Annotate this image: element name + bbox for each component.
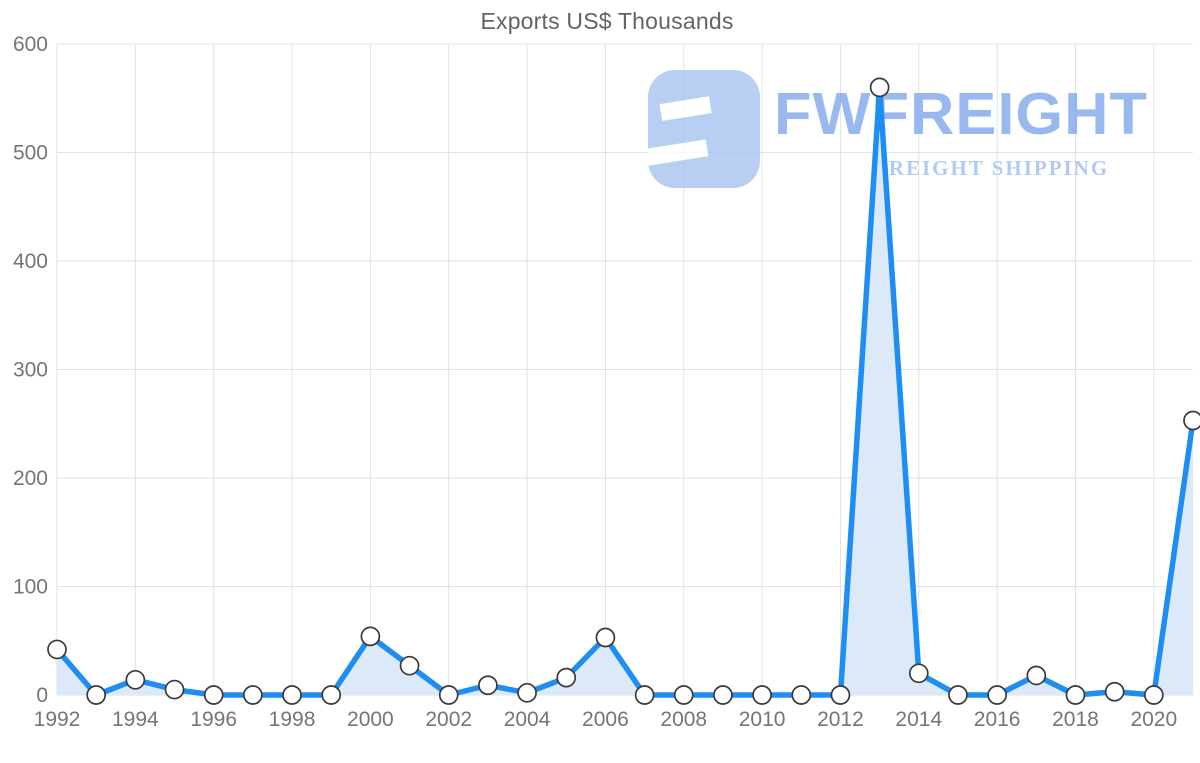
data-point-2007[interactable] [634,685,655,705]
x-axis-tick-label: 1992 [34,708,81,731]
data-point-2021[interactable] [1183,410,1200,431]
x-axis-tick-label: 1996 [190,708,237,731]
y-axis-tick-label: 500 [13,142,48,165]
data-point-2014[interactable] [908,663,929,684]
x-axis-tick-label: 1994 [112,708,159,731]
data-point-2020[interactable] [1143,685,1164,705]
x-axis-tick-label: 2002 [425,708,472,731]
data-point-2002[interactable] [438,685,459,705]
x-axis-tick-label: 2016 [974,708,1021,731]
data-point-2013[interactable] [869,77,890,98]
y-axis-tick-label: 400 [13,250,48,273]
x-axis-tick-label: 2000 [347,708,394,731]
data-point-2005[interactable] [556,667,577,688]
data-point-2008[interactable] [673,685,694,705]
y-axis-tick-label: 300 [13,359,48,382]
data-point-2015[interactable] [948,685,968,705]
y-axis-tick-label: 100 [13,576,48,599]
fwfreight-watermark: FWFREIGHT FREIGHT SHIPPING [648,66,1148,191]
data-point-1996[interactable] [203,685,224,705]
data-point-2004[interactable] [517,682,537,703]
logo-brand-text: FWFREIGHT [774,81,1149,147]
x-axis-tick-label: 2008 [660,708,707,731]
data-point-1995[interactable] [164,679,185,700]
data-point-2006[interactable] [595,627,616,648]
data-point-2016[interactable] [987,685,1007,705]
data-point-2001[interactable] [399,655,420,676]
x-axis-tick-label: 2006 [582,708,629,731]
x-axis-tick-label: 2018 [1052,708,1099,731]
data-point-1999[interactable] [321,685,342,705]
data-point-2019[interactable] [1104,681,1125,702]
chart-title: Exports US$ Thousands [480,8,734,34]
data-point-2009[interactable] [713,685,733,705]
data-point-2011[interactable] [791,685,812,705]
fwfreight-logo-icon [648,70,760,188]
y-axis-tick-label: 0 [36,684,48,707]
y-axis-tick-label: 600 [13,33,48,56]
x-axis-tick-label: 2004 [504,708,551,731]
x-axis-tick-label: 2012 [817,708,864,731]
y-axis-tick-label: 200 [13,467,48,490]
data-point-1993[interactable] [86,685,107,705]
x-axis-tick-label: 2014 [895,708,942,731]
data-point-2018[interactable] [1065,685,1086,705]
logo-tagline-text: FREIGHT SHIPPING [874,156,1110,180]
data-point-2012[interactable] [830,685,851,705]
data-point-1997[interactable] [243,685,263,705]
data-point-1994[interactable] [125,669,146,690]
data-point-2000[interactable] [360,626,381,647]
data-point-2017[interactable] [1026,665,1047,686]
data-point-2003[interactable] [478,675,498,696]
data-point-2010[interactable] [752,685,772,705]
x-axis-tick-label: 1998 [269,708,316,731]
data-point-1998[interactable] [282,685,302,705]
x-axis-tick-label: 2020 [1130,708,1177,731]
data-point-1992[interactable] [47,639,67,660]
x-axis-tick-label: 2010 [739,708,786,731]
